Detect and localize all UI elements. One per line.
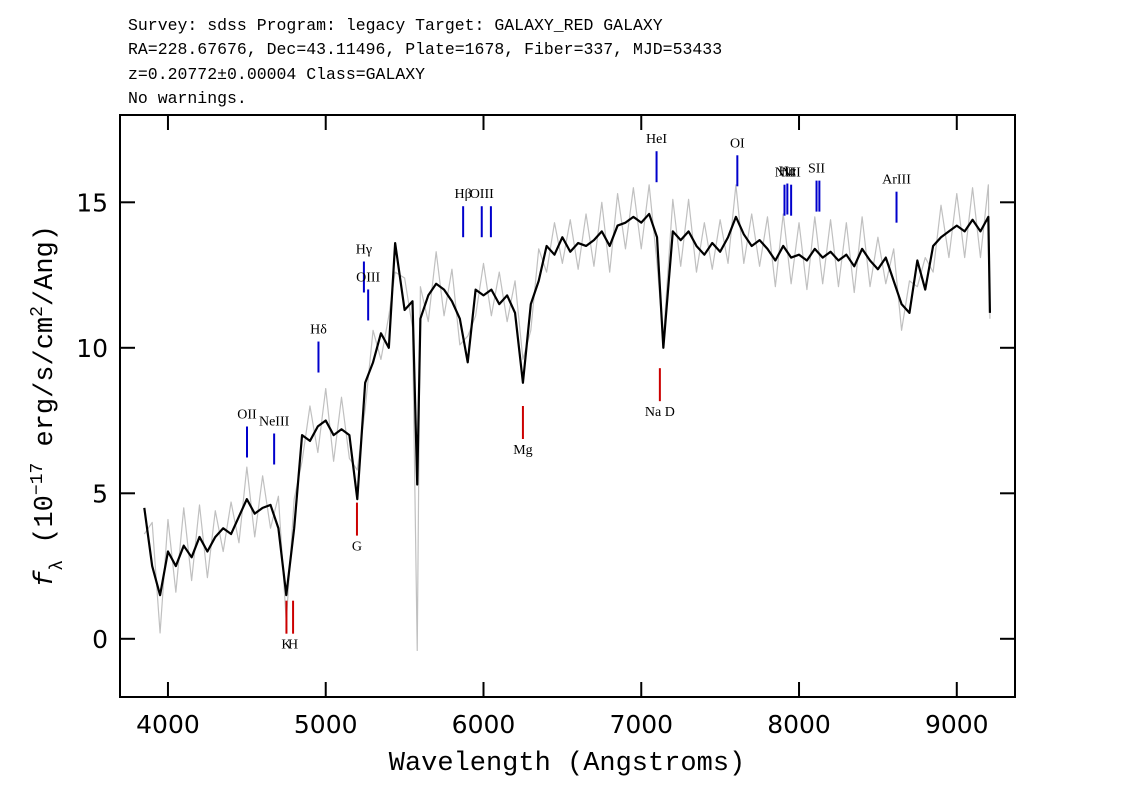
line-label: NII bbox=[775, 166, 795, 181]
plot-area bbox=[143, 184, 992, 652]
header-line: RA=228.67676, Dec=43.11496, Plate=1678, … bbox=[128, 40, 722, 59]
x-tick-label: 5000 bbox=[294, 710, 358, 739]
y-axis-label-part: f bbox=[31, 570, 61, 587]
line-label: NII bbox=[781, 166, 801, 181]
line-label: Na D bbox=[645, 405, 675, 420]
spectrum-line bbox=[143, 212, 992, 597]
y-tick-label: 0 bbox=[92, 625, 108, 654]
y-axis-label-part: λ bbox=[48, 560, 68, 571]
line-label: ArIII bbox=[882, 173, 911, 188]
line-label: Hγ bbox=[356, 243, 372, 258]
x-axis-label: Wavelength (Angstroms) bbox=[389, 749, 745, 779]
x-tick-label: 9000 bbox=[925, 710, 989, 739]
y-axis-label-part: (10 bbox=[31, 495, 61, 560]
x-tick-label: 4000 bbox=[136, 710, 200, 739]
y-axis-label-part: 2 bbox=[28, 306, 48, 317]
line-label: NeIII bbox=[259, 414, 290, 429]
y-tick-label: 10 bbox=[76, 334, 108, 363]
x-tick-label: 6000 bbox=[452, 710, 516, 739]
line-label: SII bbox=[808, 162, 825, 177]
line-label: OI bbox=[730, 136, 745, 151]
y-tick-label: 15 bbox=[76, 188, 108, 217]
line-label: Hβ bbox=[455, 187, 472, 202]
x-tick-label: 8000 bbox=[767, 710, 831, 739]
header-line: z=0.20772±0.00004 Class=GALAXY bbox=[128, 65, 425, 84]
header-line: Survey: sdss Program: legacy Target: GAL… bbox=[128, 16, 663, 35]
line-label: OIII bbox=[356, 270, 380, 285]
y-axis-label-part: −17 bbox=[28, 463, 48, 495]
line-label: HeI bbox=[646, 132, 667, 147]
y-axis-label-part: /Ang) bbox=[31, 225, 61, 306]
y-axis-label-part: erg/s/cm bbox=[31, 317, 61, 463]
header-line: No warnings. bbox=[128, 89, 247, 108]
line-label: OII bbox=[237, 408, 257, 423]
plot-frame bbox=[119, 114, 1016, 698]
line-label: K bbox=[281, 638, 291, 653]
line-label: G bbox=[352, 540, 362, 555]
line-label: Hδ bbox=[310, 323, 327, 338]
line-label: H bbox=[288, 638, 298, 653]
line-label: OIII bbox=[470, 187, 494, 202]
y-tick-label: 5 bbox=[92, 479, 108, 508]
line-label: Hα bbox=[779, 165, 797, 180]
x-tick-label: 7000 bbox=[609, 710, 673, 739]
spectrum-line bbox=[143, 184, 991, 652]
line-label: Mg bbox=[513, 443, 532, 458]
y-axis-label: fλ (10−17 erg/s/cm2/Ang) bbox=[28, 225, 68, 587]
